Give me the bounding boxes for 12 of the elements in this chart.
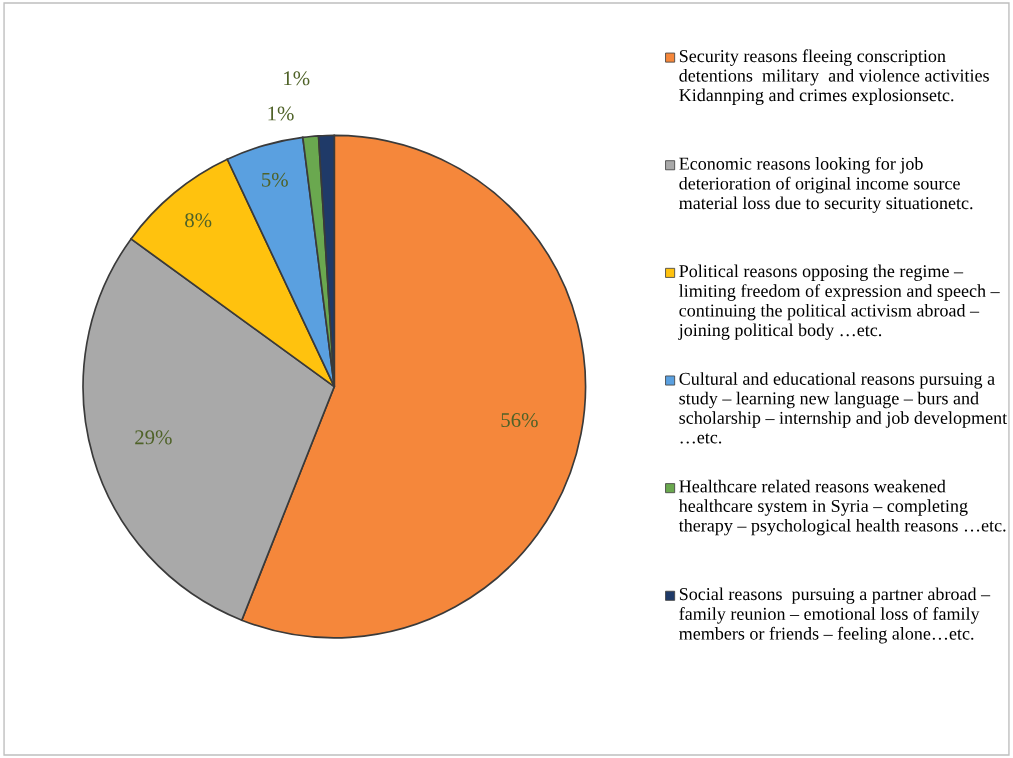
legend-label: Security reasons fleeing conscription detentions military and violence activities Kidannping and crimes explosionsetc. [679, 49, 989, 105]
data-label: 29% [135, 430, 172, 445]
data-label: 8% [185, 213, 212, 228]
data-label: 1% [284, 71, 310, 86]
legend-label: Political reasons opposing the regime – limiting freedom of expression and speech – continuing the political activism abroad – joining political body …etc. [678, 264, 1000, 340]
data-label: 56% [501, 413, 538, 428]
legend-label: Cultural and educational reasons pursuing a study – learning new language – burs and scholarship – internship and job development …etc. [679, 372, 1008, 444]
legend-label: Economic reasons looking for job deterioration of original income source material loss due to security situationetc. [679, 156, 973, 213]
data-label: 1% [268, 106, 294, 121]
legend-label: Social reasons pursuing a partner abroad – family reunion – emotional loss of family members or friends – feeling alone…etc. [679, 587, 991, 644]
legend-label: Healthcare related reasons weakened healthcare system in Syria – completing therapy – psychological health reasons …etc. [678, 479, 1006, 536]
data-label: 5% [262, 172, 288, 187]
